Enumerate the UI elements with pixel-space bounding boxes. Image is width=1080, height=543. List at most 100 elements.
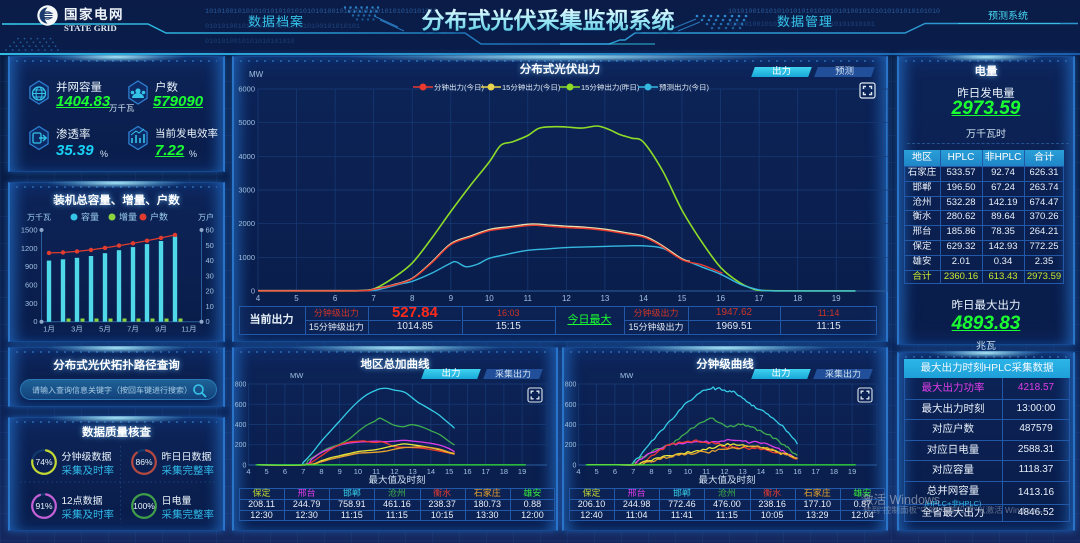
svg-text:600: 600	[235, 402, 247, 409]
svg-text:14: 14	[639, 294, 648, 303]
svg-text:万千瓦: 万千瓦	[27, 213, 51, 222]
svg-text:4: 4	[576, 467, 580, 476]
svg-text:19: 19	[518, 467, 526, 476]
svg-text:5月: 5月	[99, 325, 111, 334]
svg-text:800: 800	[235, 382, 247, 389]
svg-text:6: 6	[333, 294, 338, 303]
svg-text:13: 13	[739, 467, 747, 476]
svg-text:101010010101010101010101010101: 1010100101010101010101010101010010101010…	[728, 8, 940, 16]
svg-text:200: 200	[565, 442, 577, 449]
svg-text:5000: 5000	[238, 118, 255, 127]
svg-text:13: 13	[409, 467, 417, 476]
svg-text:50: 50	[206, 241, 214, 250]
svg-text:600: 600	[25, 281, 38, 290]
svg-text:10: 10	[485, 294, 494, 303]
svg-text:6: 6	[283, 467, 287, 476]
svg-text:6: 6	[613, 467, 617, 476]
svg-text:0: 0	[242, 463, 246, 470]
svg-text:11: 11	[372, 467, 380, 476]
svg-text:4: 4	[256, 294, 261, 303]
svg-text:5: 5	[265, 467, 269, 476]
svg-text:户数: 户数	[150, 212, 168, 222]
svg-text:12点数据: 12点数据	[62, 495, 103, 507]
svg-text:60: 60	[206, 226, 214, 235]
svg-text:1000: 1000	[238, 253, 255, 262]
svg-text:采集完整率: 采集完整率	[162, 509, 215, 521]
svg-text:14: 14	[427, 467, 435, 476]
svg-text:2000: 2000	[238, 219, 255, 228]
svg-text:15: 15	[678, 294, 687, 303]
svg-text:40: 40	[206, 256, 214, 265]
svg-text:MW: MW	[290, 371, 304, 380]
svg-text:74%: 74%	[35, 457, 52, 467]
svg-text:5: 5	[595, 467, 599, 476]
svg-text:10: 10	[354, 467, 362, 476]
svg-text:容量: 容量	[81, 212, 99, 222]
svg-text:数据档案: 数据档案	[248, 14, 304, 29]
svg-text:0: 0	[572, 463, 576, 470]
svg-text:STATE GRID: STATE GRID	[64, 23, 117, 33]
svg-text:分钟出力(今日): 分钟出力(今日)	[434, 83, 484, 92]
svg-text:400: 400	[235, 422, 247, 429]
svg-text:7: 7	[631, 467, 635, 476]
svg-text:最大值及时刻: 最大值及时刻	[368, 474, 425, 486]
svg-text:200: 200	[235, 442, 247, 449]
svg-text:18: 18	[793, 294, 802, 303]
svg-text:MW: MW	[249, 70, 264, 79]
svg-text:17: 17	[482, 467, 490, 476]
svg-text:分布式光伏采集监视系统: 分布式光伏采集监视系统	[422, 8, 675, 34]
svg-text:800: 800	[565, 382, 577, 389]
svg-text:0: 0	[206, 317, 210, 326]
svg-text:8: 8	[410, 294, 415, 303]
svg-text:昨日日数据: 昨日日数据	[162, 451, 212, 463]
svg-text:0: 0	[251, 287, 255, 296]
svg-text:MW: MW	[620, 371, 634, 380]
svg-text:增量: 增量	[119, 212, 137, 222]
svg-text:预测系统: 预测系统	[988, 10, 1028, 22]
svg-text:15: 15	[445, 467, 453, 476]
svg-text:10: 10	[206, 302, 214, 311]
svg-text:86%: 86%	[135, 457, 152, 467]
svg-text:9: 9	[449, 294, 454, 303]
svg-text:1500: 1500	[21, 226, 38, 235]
svg-text:11: 11	[702, 467, 710, 476]
svg-text:14: 14	[757, 467, 765, 476]
svg-text:最大值及时刻: 最大值及时刻	[698, 474, 755, 486]
svg-text:6000: 6000	[238, 85, 255, 94]
svg-text:9: 9	[338, 467, 342, 476]
svg-text:3月: 3月	[71, 325, 83, 334]
svg-text:16: 16	[793, 467, 801, 476]
svg-text:1200: 1200	[21, 244, 38, 253]
svg-text:4: 4	[246, 467, 250, 476]
svg-text:7: 7	[371, 294, 376, 303]
svg-text:19: 19	[832, 294, 841, 303]
svg-text:15: 15	[775, 467, 783, 476]
svg-text:万户: 万户	[198, 213, 214, 222]
svg-text:30: 30	[206, 271, 214, 280]
svg-text:采集及时率: 采集及时率	[62, 465, 115, 477]
svg-text:16: 16	[463, 467, 471, 476]
svg-text:12: 12	[720, 467, 728, 476]
svg-text:7: 7	[301, 467, 305, 476]
svg-text:300: 300	[25, 299, 38, 308]
svg-text:600: 600	[565, 402, 577, 409]
svg-text:100%: 100%	[133, 501, 155, 511]
svg-text:日电量: 日电量	[162, 495, 192, 507]
svg-text:11: 11	[524, 294, 533, 303]
svg-text:3000: 3000	[238, 186, 255, 195]
svg-text:8: 8	[319, 467, 323, 476]
svg-text:010101001010101010101010010101: 010101001010101010101010010101010101	[728, 21, 875, 29]
svg-text:7月: 7月	[127, 325, 139, 334]
svg-text:16: 16	[716, 294, 725, 303]
svg-text:101010010101010101010101010101: 1010100101010101010101010101010010101010…	[205, 8, 438, 16]
svg-text:8: 8	[649, 467, 653, 476]
svg-text:15分钟出力(今日): 15分钟出力(今日)	[502, 83, 561, 92]
svg-text:900: 900	[25, 262, 38, 271]
svg-text:5: 5	[294, 294, 299, 303]
svg-text:11月: 11月	[181, 325, 196, 334]
svg-text:20: 20	[206, 287, 214, 296]
svg-text:采集及时率: 采集及时率	[62, 509, 115, 521]
svg-text:0: 0	[33, 317, 37, 326]
svg-text:18: 18	[500, 467, 508, 476]
svg-text:010101001010101010101010101001: 01010100101010101010101010100101010101	[205, 23, 360, 31]
